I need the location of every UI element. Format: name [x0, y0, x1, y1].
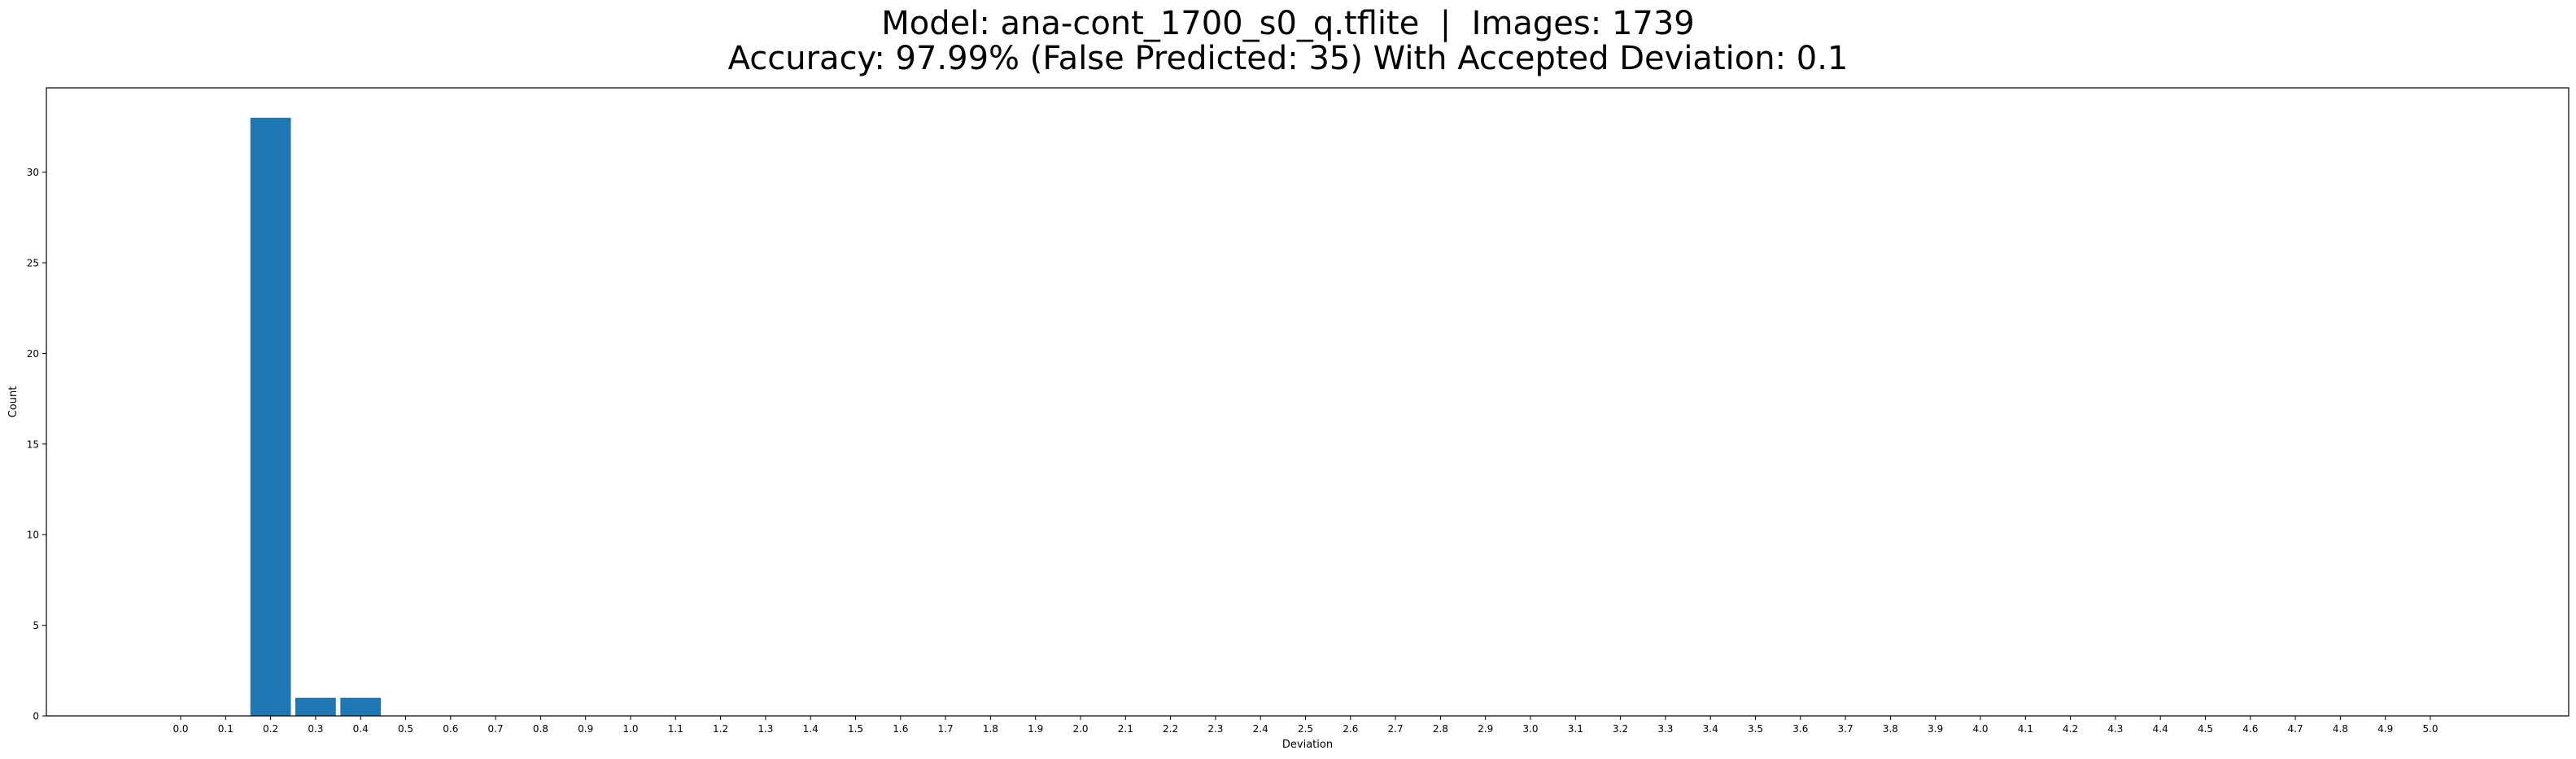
- bar-0.2: [250, 117, 291, 716]
- x-tick-label: 0.6: [443, 723, 458, 735]
- x-tick-label: 0.7: [488, 723, 504, 735]
- x-tick-label: 1.9: [1028, 723, 1043, 735]
- x-tick-label: 2.1: [1118, 723, 1133, 735]
- x-tick-label: 1.6: [893, 723, 908, 735]
- x-tick-label: 2.5: [1298, 723, 1313, 735]
- x-tick-label: 4.7: [2288, 723, 2303, 735]
- y-axis-ticks: 0 5 10 15 20 25 30: [27, 167, 46, 722]
- x-tick-label: 4.5: [2198, 723, 2213, 735]
- x-tick-label: 2.9: [1478, 723, 1493, 735]
- x-tick-label: 4.1: [2018, 723, 2033, 735]
- x-tick-label: 3.9: [1928, 723, 1943, 735]
- x-tick-label: 4.9: [2377, 723, 2393, 735]
- x-tick-label: 2.3: [1207, 723, 1223, 735]
- x-tick-label: 2.8: [1433, 723, 1448, 735]
- x-tick-label: 1.3: [758, 723, 773, 735]
- y-tick-label: 0: [33, 711, 39, 722]
- x-tick-label: 0.0: [172, 723, 188, 735]
- y-axis-label: Count: [7, 386, 20, 418]
- x-tick-label: 4.3: [2107, 723, 2123, 735]
- x-tick-label: 0.5: [398, 723, 413, 735]
- y-tick-label: 10: [27, 530, 39, 541]
- bars-group: [250, 117, 382, 716]
- x-tick-label: 4.8: [2333, 723, 2348, 735]
- y-tick-label: 20: [27, 348, 39, 360]
- x-tick-label: 2.6: [1343, 723, 1358, 735]
- x-tick-label: 2.0: [1072, 723, 1088, 735]
- x-axis-ticks: 0.0 0.1 0.2 0.3 0.4 0.5 0.6 0.7 0.8 0.9 1.0 1.1 1.2 1…: [172, 716, 2438, 735]
- x-tick-label: 0.2: [263, 723, 278, 735]
- x-tick-label: 4.2: [2063, 723, 2078, 735]
- x-tick-label: 2.2: [1163, 723, 1178, 735]
- x-tick-label: 3.7: [1838, 723, 1853, 735]
- y-tick-label: 15: [27, 438, 39, 450]
- bar-0.4: [340, 697, 382, 716]
- x-tick-label: 3.3: [1657, 723, 1673, 735]
- x-tick-label: 1.2: [713, 723, 728, 735]
- x-tick-label: 4.4: [2153, 723, 2168, 735]
- x-tick-label: 3.0: [1522, 723, 1538, 735]
- x-tick-label: 1.0: [622, 723, 638, 735]
- chart-title-line-1: Model: ana-cont_1700_s0_q.tflite | Image…: [881, 5, 1695, 42]
- x-tick-label: 1.5: [848, 723, 863, 735]
- x-tick-label: 4.6: [2242, 723, 2258, 735]
- x-tick-label: 0.3: [308, 723, 323, 735]
- x-tick-label: 3.2: [1613, 723, 1628, 735]
- x-tick-label: 2.4: [1253, 723, 1268, 735]
- x-tick-label: 0.8: [533, 723, 548, 735]
- x-axis-label: Deviation: [1282, 739, 1333, 751]
- x-tick-label: 1.4: [803, 723, 819, 735]
- x-tick-label: 0.1: [218, 723, 234, 735]
- x-tick-label: 3.4: [1703, 723, 1718, 735]
- x-tick-label: 3.8: [1883, 723, 1898, 735]
- x-tick-label: 5.0: [2422, 723, 2438, 735]
- bar-0.3: [295, 697, 336, 716]
- x-tick-label: 3.1: [1568, 723, 1583, 735]
- x-tick-label: 0.4: [353, 723, 369, 735]
- x-tick-label: 4.0: [1972, 723, 1988, 735]
- chart-title-line-2: Accuracy: 97.99% (False Predicted: 35) W…: [727, 40, 1849, 77]
- y-tick-label: 30: [27, 167, 39, 178]
- x-tick-label: 1.8: [983, 723, 998, 735]
- y-tick-label: 5: [33, 620, 39, 631]
- x-tick-label: 3.5: [1748, 723, 1763, 735]
- x-tick-label: 3.6: [1792, 723, 1808, 735]
- x-tick-label: 2.7: [1388, 723, 1404, 735]
- axes-frame: [46, 87, 2569, 717]
- x-tick-label: 0.9: [578, 723, 593, 735]
- y-tick-label: 25: [27, 258, 39, 269]
- x-tick-label: 1.1: [668, 723, 683, 735]
- x-tick-label: 1.7: [938, 723, 954, 735]
